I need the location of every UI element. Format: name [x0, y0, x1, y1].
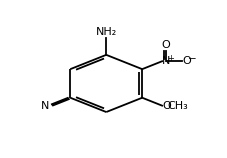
Text: +: + — [166, 54, 173, 63]
Text: CH₃: CH₃ — [166, 101, 187, 111]
Text: N: N — [41, 101, 49, 111]
Text: O: O — [182, 56, 190, 66]
Text: NH₂: NH₂ — [95, 27, 116, 37]
Text: N: N — [161, 56, 170, 66]
Text: O: O — [162, 101, 170, 111]
Text: −: − — [187, 54, 196, 64]
Text: O: O — [160, 40, 169, 50]
